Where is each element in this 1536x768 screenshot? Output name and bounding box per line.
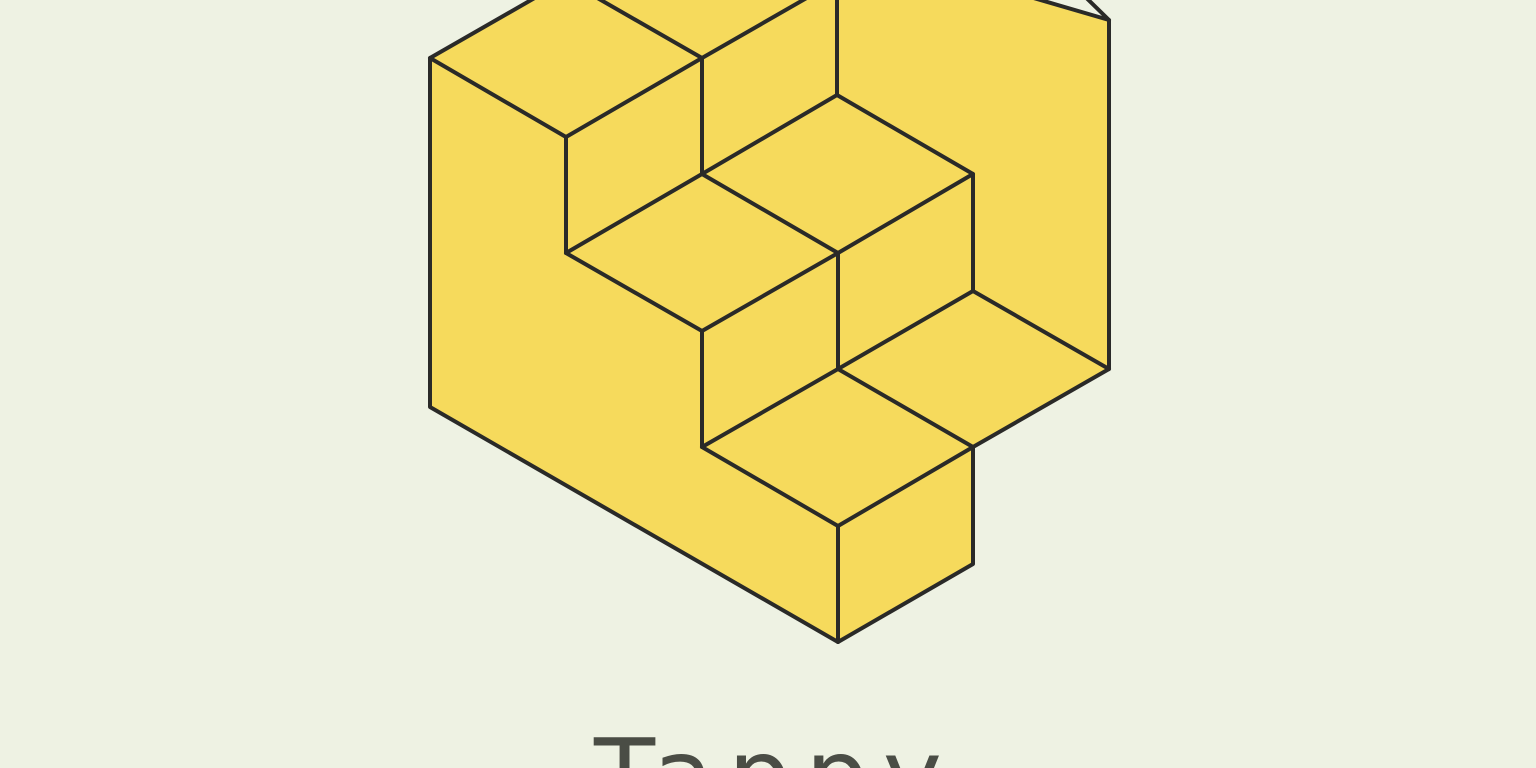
brand-name: Tappy xyxy=(580,726,956,768)
logo-edges-lower-step xyxy=(700,289,975,644)
logo-edges-middle-step xyxy=(564,93,975,449)
brand-name-area: Tappy xyxy=(0,712,1536,768)
logo-silhouette xyxy=(428,0,1111,644)
isometric-cube-stairs-icon xyxy=(428,0,1111,644)
logo-edges-top-left xyxy=(428,0,808,255)
